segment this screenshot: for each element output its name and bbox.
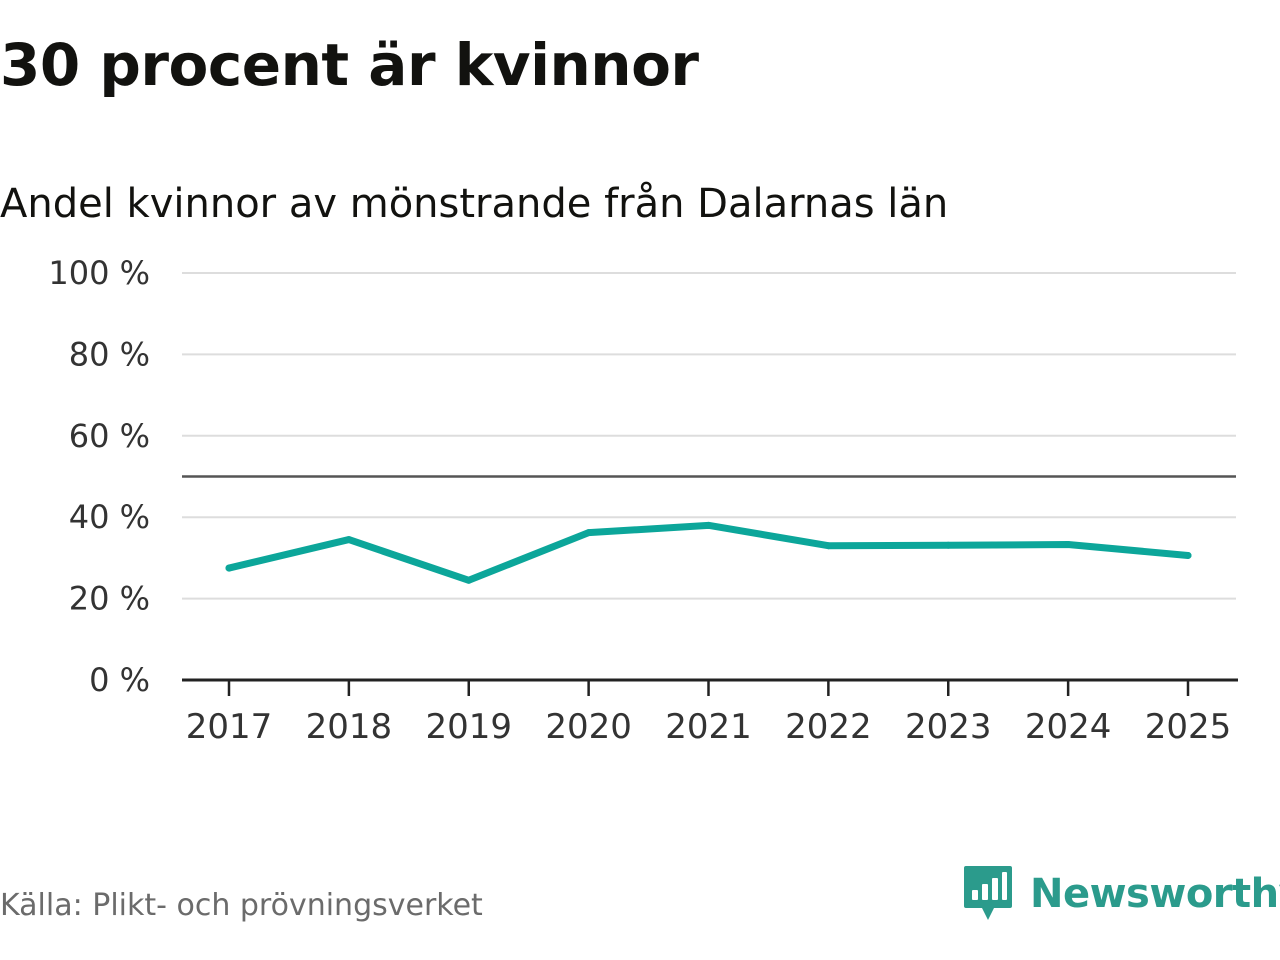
x-tick-label: 2022 [785,707,872,747]
y-tick-label: 0 % [89,661,150,699]
y-tick-label: 60 % [69,417,150,455]
x-tick-label: 2019 [425,707,512,747]
y-tick-label: 40 % [69,498,150,536]
data-point [1184,551,1192,559]
newsworthy-logo-icon [964,866,1012,920]
data-point [705,521,712,529]
x-tick-label: 2017 [186,707,273,747]
x-tick-label: 2018 [306,707,393,747]
data-point [345,536,353,544]
line-chart: 0 % 20 % 40 % 60 % 80 % 100 % 2017 2018 2019 2020… [48,254,1238,747]
data-point [585,529,593,537]
y-tick-label: 100 % [48,254,150,292]
x-tick-label: 2023 [905,707,992,747]
data-point [824,542,832,550]
y-tick-label: 80 % [69,335,150,373]
x-tick-label: 2025 [1145,707,1232,747]
x-tick-label: 2024 [1025,707,1112,747]
data-point [465,576,473,584]
source-note: Källa: Plikt- och prövningsverket [0,888,483,923]
x-tick-label: 2021 [665,707,752,747]
y-tick-label: 20 % [69,580,150,618]
series-line [225,521,1192,584]
data-point [944,541,952,549]
data-point [225,564,233,572]
chart-subtitle: Andel kvinnor av mönstrande från Dalarna… [0,181,949,227]
brand-name: Newsworthy [1030,871,1280,917]
brand-logo[interactable]: Newsworthy [962,864,1280,924]
x-tick-label: 2020 [545,707,632,747]
chart-title: 30 procent är kvinnor [0,31,699,99]
data-point [1064,540,1072,548]
